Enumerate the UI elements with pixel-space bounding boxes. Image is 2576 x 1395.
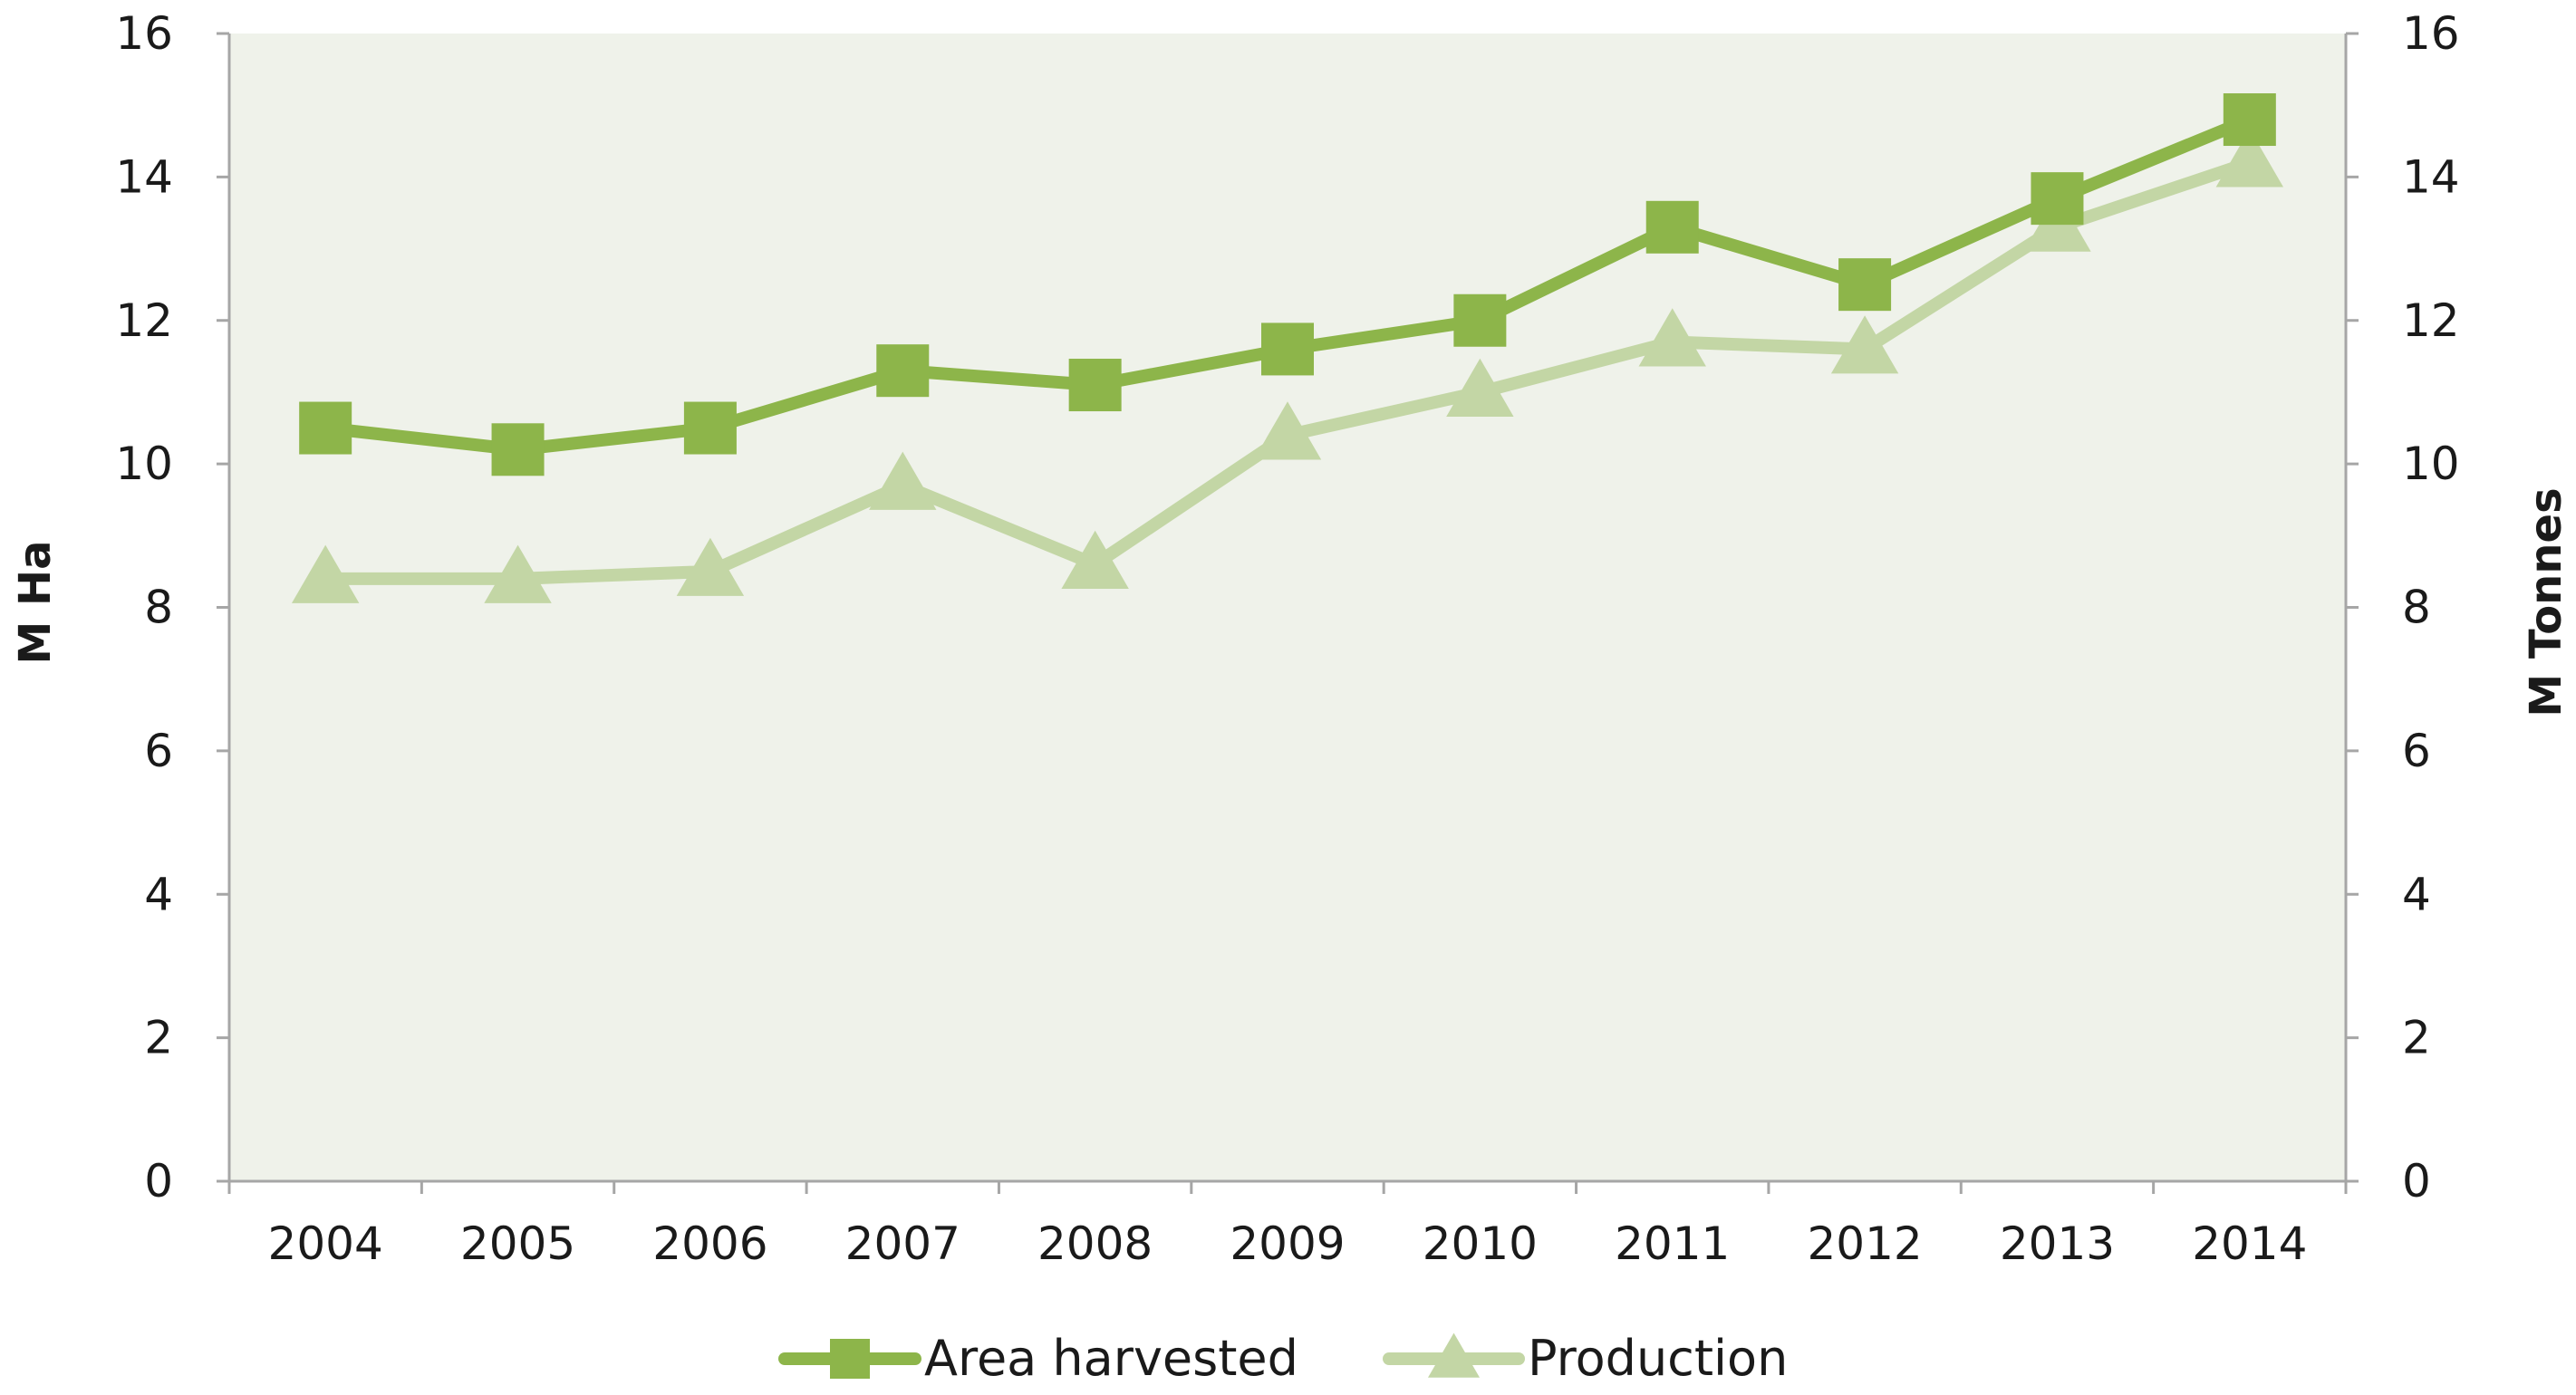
area-harvested-point [683,401,737,455]
legend-area-harvested-marker [830,1339,870,1379]
area-harvested-point [1068,359,1122,412]
left-tick-label: 0 [144,1155,173,1207]
area-harvested-point [1453,293,1507,347]
area-harvested-point [1838,258,1892,312]
area-harvested-point [2031,172,2084,226]
left-tick-label: 14 [115,150,173,203]
left-tick-label: 4 [144,868,173,920]
left-y-axis: 0 2 4 6 8 10 12 14 16 [115,7,231,1207]
x-tick-label: 2009 [1230,1217,1345,1270]
x-tick-label: 2004 [268,1217,383,1270]
area-harvested-point [491,423,545,476]
left-tick-label: 10 [115,438,173,490]
area-harvested-point [2223,93,2276,147]
area-harvested-point [299,401,352,455]
x-tick-label: 2007 [845,1217,960,1270]
production-point [2215,129,2284,188]
legend-production-marker [1427,1332,1481,1378]
legend-production-label: Production [1528,1330,1788,1387]
legend: Area harvested Production [778,1330,1788,1387]
area-harvested-series [299,93,2276,476]
left-tick-label: 12 [115,294,173,347]
x-tick-label: 2010 [1423,1217,1538,1270]
production-point [1446,358,1514,417]
x-axis: 2004 2005 2006 2007 2008 2009 2010 2011 2012 2013… [227,1179,2348,1270]
x-tick-label: 2006 [652,1217,767,1270]
right-tick-label: 6 [2402,725,2431,777]
series-layer [291,93,2284,603]
production-point [869,451,937,510]
right-tick-label: 14 [2402,150,2460,203]
left-axis-title: M Ha [10,540,61,664]
x-tick-label: 2011 [1615,1217,1730,1270]
legend-area-harvested-label: Area harvested [924,1330,1298,1387]
production-point [676,537,745,596]
production-point [484,544,552,603]
area-harvested-point [1645,200,1699,254]
right-tick-label: 8 [2402,582,2431,634]
right-y-axis: 0 2 4 6 8 10 12 14 16 [2344,7,2460,1207]
right-tick-label: 4 [2402,868,2431,920]
production-series [291,129,2284,603]
x-tick-label: 2014 [2192,1217,2307,1270]
x-tick-label: 2005 [460,1217,575,1270]
x-tick-label: 2013 [2000,1217,2115,1270]
production-point [1061,530,1129,589]
left-tick-label: 16 [115,7,173,60]
area-harvested-point [876,344,930,398]
right-tick-label: 2 [2402,1012,2431,1064]
right-tick-label: 16 [2402,7,2460,60]
left-tick-label: 8 [144,582,173,634]
production-point [1830,315,1899,374]
right-tick-label: 12 [2402,294,2460,347]
production-point [1638,308,1706,367]
production-point [291,544,360,603]
right-tick-label: 0 [2402,1155,2431,1207]
area-harvested-point [1261,322,1314,376]
x-tick-label: 2012 [1807,1217,1922,1270]
right-axis-title: M Tonnes [2521,487,2571,717]
right-tick-label: 10 [2402,438,2460,490]
production-point [1253,401,1322,460]
left-tick-label: 6 [144,725,173,777]
x-tick-label: 2008 [1037,1217,1153,1270]
left-tick-label: 2 [144,1012,173,1064]
